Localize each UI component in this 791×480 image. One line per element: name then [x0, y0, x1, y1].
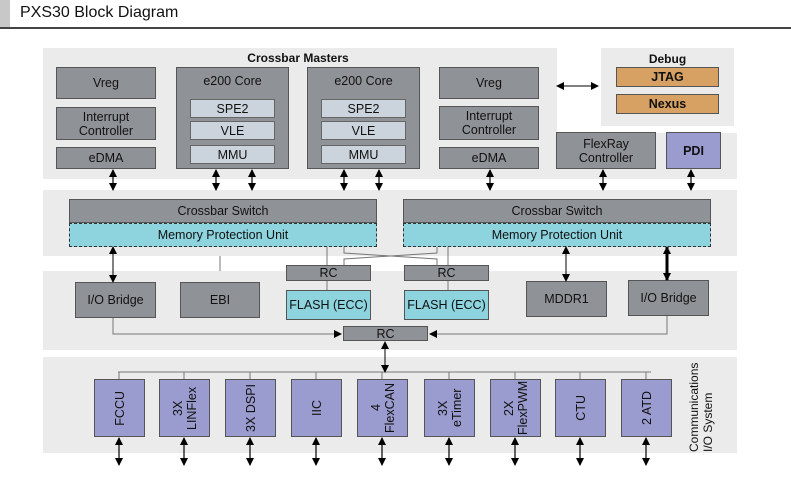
- peripheral-flexcan: 4 FlexCAN: [357, 379, 408, 437]
- rc-bottom: RC: [343, 326, 428, 341]
- peripheral-ctu: CTU: [555, 379, 606, 437]
- jtag: JTAG: [616, 67, 719, 87]
- mmu-1: MMU: [190, 145, 275, 164]
- page-title: PXS30 Block Diagram: [20, 4, 179, 21]
- mpu-left: Memory Protection Unit: [69, 223, 377, 247]
- title-divider: [0, 27, 791, 29]
- vle-2: VLE: [321, 121, 406, 140]
- mmu-2: MMU: [321, 145, 406, 164]
- vle-1: VLE: [190, 121, 275, 140]
- title-accent: [0, 0, 10, 28]
- ebi: EBI: [180, 282, 260, 318]
- io-bridge-left: I/O Bridge: [75, 282, 156, 318]
- pdi: PDI: [666, 132, 721, 169]
- rc-right: RC: [404, 265, 489, 281]
- rc-left: RC: [286, 265, 371, 281]
- edma-left: eDMA: [56, 147, 156, 169]
- flash-left: FLASH (ECC): [286, 290, 371, 320]
- peripheral-linflex: 3X LINFlex: [159, 379, 210, 437]
- peripheral-flexpwm: 2X FlexPWM: [490, 379, 541, 437]
- vreg-left: Vreg: [56, 67, 156, 99]
- edma-right: eDMA: [439, 147, 539, 169]
- peripheral-atd: 2 ATD: [621, 379, 672, 437]
- mpu-right: Memory Protection Unit: [403, 223, 711, 247]
- cross-line-2: [343, 247, 438, 265]
- peripheral-etimer: 3X eTimer: [424, 379, 475, 437]
- crossbar-switch-right: Crossbar Switch: [403, 199, 711, 223]
- vreg-right: Vreg: [439, 67, 539, 99]
- spe2-1: SPE2: [190, 99, 275, 118]
- e200-core-2-label: e200 Core: [334, 74, 393, 88]
- nexus: Nexus: [616, 94, 719, 114]
- flexray-controller: FlexRay Controller: [556, 132, 656, 169]
- crossbar-masters-label: Crossbar Masters: [247, 51, 349, 65]
- peripheral-fccu: FCCU: [94, 379, 145, 437]
- peripheral-dspi: 3X DSPI: [225, 379, 276, 437]
- debug-label: Debug: [648, 52, 687, 66]
- crossbar-switch-left: Crossbar Switch: [69, 199, 377, 223]
- bridge-left-rc-line: [112, 318, 342, 338]
- bridge-right-rc-line: [429, 316, 668, 338]
- e200-core-1-label: e200 Core: [203, 74, 262, 88]
- spe2-2: SPE2: [321, 99, 406, 118]
- flash-right: FLASH (ECC): [404, 290, 489, 320]
- peripheral-iic: IIC: [291, 379, 342, 437]
- mddr1: MDDR1: [526, 281, 607, 317]
- interrupt-controller-right: Interrupt Controller: [439, 106, 539, 140]
- interrupt-controller-left: Interrupt Controller: [56, 107, 156, 140]
